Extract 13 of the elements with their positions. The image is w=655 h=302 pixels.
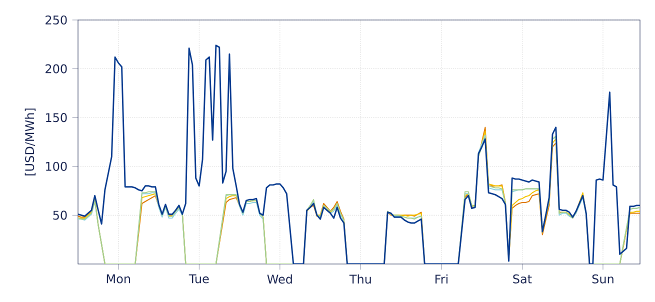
y-tick-label: 200	[46, 64, 67, 74]
x-tick-label: Sun	[592, 274, 614, 284]
y-tick-label: 150	[46, 113, 67, 122]
x-tick-label: Tue	[188, 274, 209, 284]
y-tick-label: 50	[53, 210, 67, 220]
y-tick-label: 250	[46, 15, 67, 25]
x-tick-label: Thu	[349, 274, 371, 284]
y-tick-label: 100	[46, 162, 67, 171]
x-tick-label: Wed	[267, 274, 292, 284]
x-tick-label: Mon	[106, 274, 130, 284]
x-tick-label: Fri	[435, 274, 448, 284]
y-axis-title: [USD/MWh]	[24, 108, 36, 176]
x-tick-label: Sat	[513, 274, 532, 284]
